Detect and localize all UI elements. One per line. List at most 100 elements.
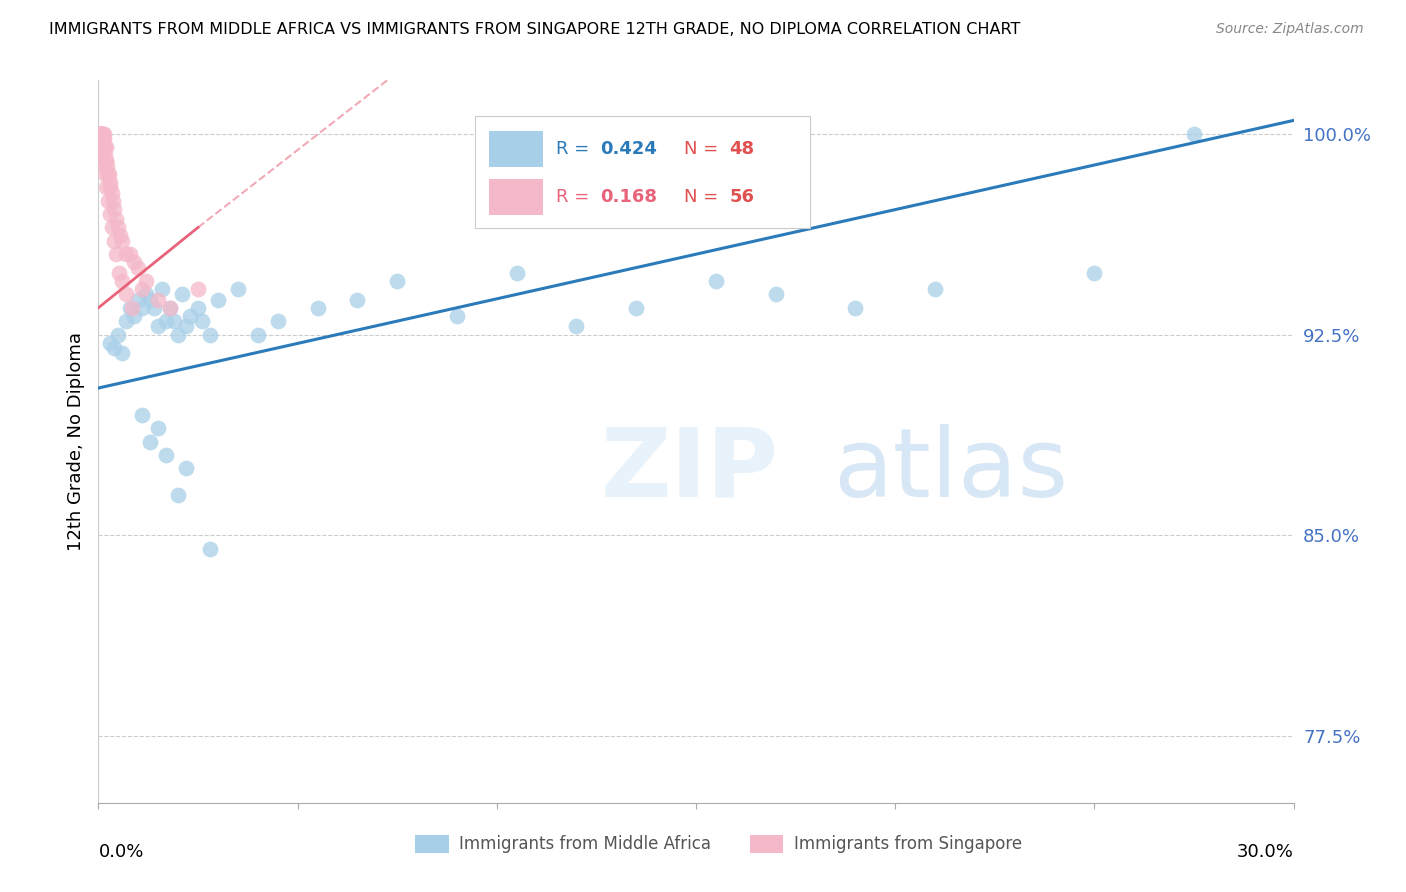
Point [96, 180, 118, 194]
Point [94, 140, 117, 154]
Point [207, 293, 229, 307]
FancyBboxPatch shape [475, 116, 810, 228]
Point [91, 148, 114, 162]
Point [167, 488, 190, 502]
Point [127, 293, 149, 307]
Point [93, 127, 115, 141]
Point [111, 234, 134, 248]
Point [108, 266, 131, 280]
Point [90, 140, 112, 154]
Point [246, 327, 269, 342]
Text: N =: N = [685, 140, 718, 158]
Point [104, 247, 127, 261]
Point [90, 127, 112, 141]
Point [139, 434, 162, 449]
Point [94, 140, 117, 154]
Point [765, 287, 787, 301]
Point [159, 301, 181, 315]
Point [121, 301, 143, 315]
Point [506, 266, 529, 280]
Point [167, 327, 190, 342]
Point [115, 287, 138, 301]
Point [111, 346, 134, 360]
Point [91, 127, 114, 141]
Point [174, 319, 197, 334]
Point [97, 167, 120, 181]
Point [97, 167, 120, 181]
Point [187, 301, 209, 315]
Point [96, 153, 118, 168]
Text: ZIP: ZIP [600, 424, 779, 517]
Point [924, 282, 946, 296]
Point [155, 314, 177, 328]
Text: 30.0%: 30.0% [1237, 843, 1294, 861]
Point [1083, 266, 1105, 280]
Text: Immigrants from Singapore: Immigrants from Singapore [794, 835, 1022, 853]
Point [103, 202, 125, 216]
Point [226, 282, 249, 296]
Point [143, 301, 166, 315]
Text: 48: 48 [730, 140, 755, 158]
Point [191, 314, 214, 328]
Point [267, 314, 290, 328]
Text: atlas: atlas [834, 424, 1069, 517]
Point [163, 314, 186, 328]
Point [346, 293, 368, 307]
Point [91, 127, 114, 141]
Point [187, 282, 209, 296]
Point [98, 207, 121, 221]
Point [101, 194, 124, 208]
Point [93, 132, 115, 146]
Point [107, 220, 129, 235]
Text: 0.424: 0.424 [600, 140, 657, 158]
Point [844, 301, 866, 315]
Point [98, 175, 121, 189]
Bar [489, 179, 543, 215]
Point [100, 220, 122, 235]
Point [89, 132, 111, 146]
Point [120, 301, 142, 315]
Point [1182, 127, 1205, 141]
Point [120, 247, 142, 261]
Point [89, 127, 111, 141]
Point [96, 159, 118, 173]
Point [110, 228, 132, 243]
Text: Immigrants from Middle Africa: Immigrants from Middle Africa [460, 835, 711, 853]
Point [131, 282, 153, 296]
Bar [489, 131, 543, 167]
Point [104, 212, 127, 227]
Point [115, 314, 138, 328]
Point [89, 127, 111, 141]
Point [198, 327, 221, 342]
Point [90, 127, 112, 141]
Point [124, 255, 146, 269]
Point [385, 274, 409, 288]
Text: R =: R = [557, 188, 589, 206]
Point [307, 301, 329, 315]
Point [89, 127, 111, 141]
Point [148, 319, 170, 334]
Point [111, 274, 134, 288]
Point [98, 180, 122, 194]
Point [89, 127, 111, 141]
Point [172, 287, 194, 301]
Point [115, 247, 138, 261]
Point [103, 234, 125, 248]
Point [135, 287, 157, 301]
Point [100, 186, 122, 200]
Point [155, 448, 177, 462]
Y-axis label: 12th Grade, No Diploma: 12th Grade, No Diploma [66, 332, 84, 551]
Point [150, 282, 173, 296]
Point [127, 260, 149, 275]
Point [93, 140, 115, 154]
Point [131, 301, 153, 315]
Point [89, 127, 111, 141]
Point [159, 301, 181, 315]
Point [148, 293, 170, 307]
Point [704, 274, 727, 288]
Text: 0.0%: 0.0% [98, 843, 143, 861]
Point [93, 159, 115, 173]
Point [90, 127, 112, 141]
Bar [415, 835, 449, 854]
Text: Source: ZipAtlas.com: Source: ZipAtlas.com [1216, 22, 1364, 37]
